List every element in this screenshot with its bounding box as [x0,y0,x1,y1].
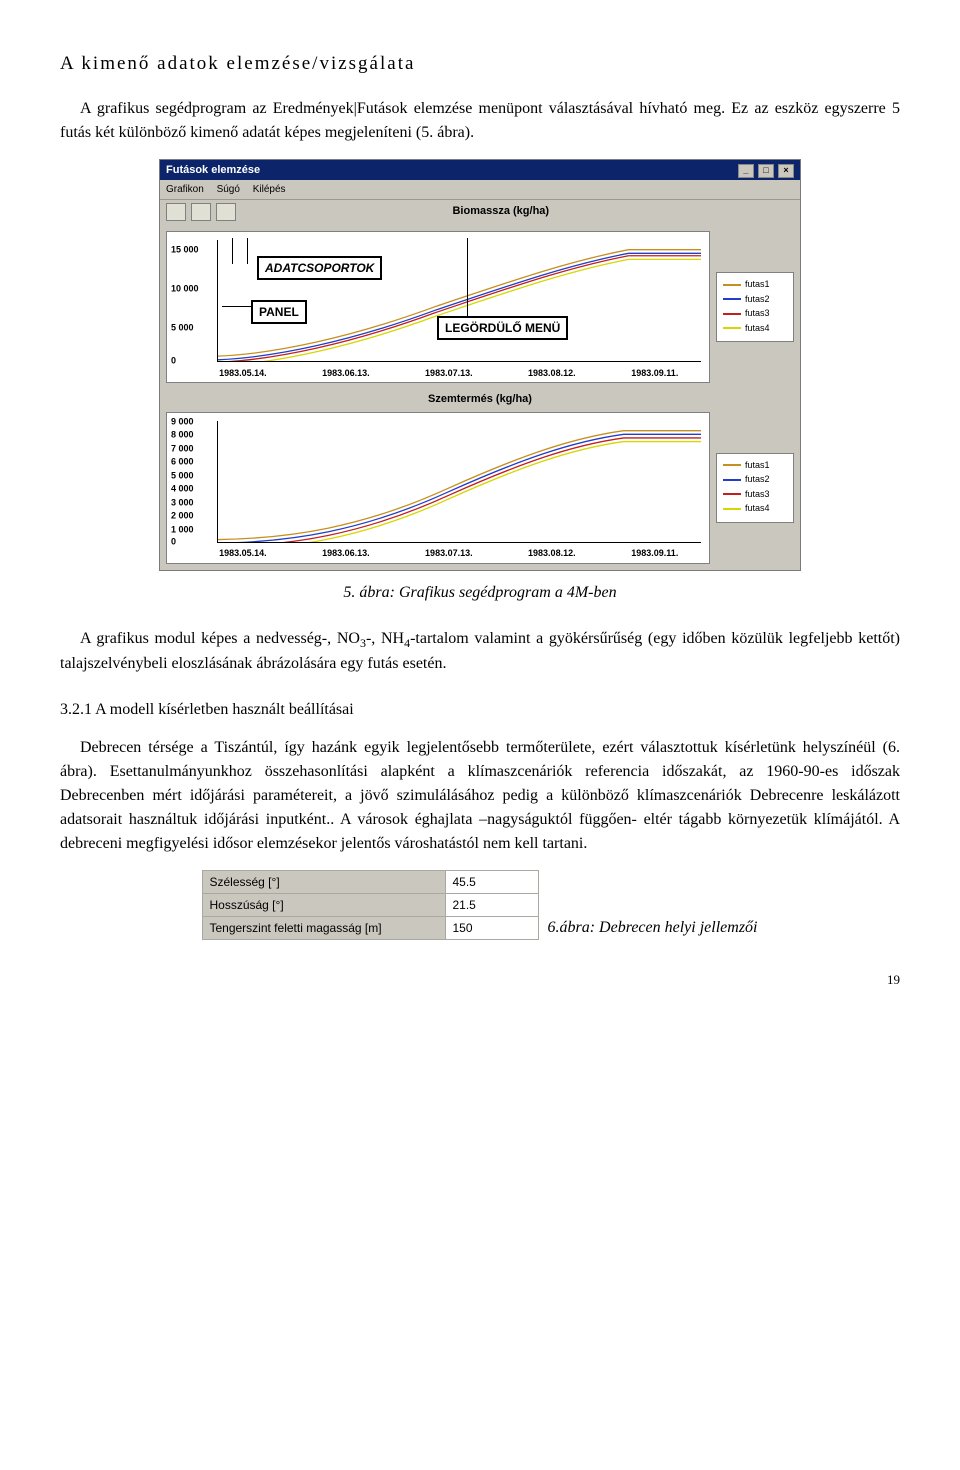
maximize-icon: □ [758,164,774,178]
chart2-legend: futas1 futas2 futas3 futas4 [716,453,794,523]
menu-item: Kilépés [253,184,286,195]
y-tick: 15 000 [171,243,199,257]
annotation-panel: PANEL [251,300,307,324]
table-row: Tengerszint feletti magasság [m] 150 [203,916,539,939]
figure-5-caption: 5. ábra: Grafikus segédprogram a 4M-ben [60,581,900,605]
annotation-line [222,306,252,307]
legend-swatch [723,479,741,481]
paragraph-2: A grafikus modul képes a nedvesség-, NO3… [60,627,900,676]
y-tick: 0 [171,535,176,549]
x-tick: 1983.06.13. [322,547,370,561]
prop-value: 45.5 [446,870,539,893]
legend-label: futas4 [745,502,770,516]
chart2-lines [218,421,701,542]
prop-value: 21.5 [446,893,539,916]
legend-swatch [723,327,741,329]
x-tick: 1983.09.11. [631,547,678,561]
x-tick: 1983.08.12. [528,547,576,561]
y-tick: 5 000 [171,321,194,335]
menu-item: Grafikon [166,184,204,195]
x-tick: 1983.07.13. [425,367,473,381]
menu-item: Súgó [217,184,240,195]
figure-6: Szélesség [°] 45.5 Hosszúság [°] 21.5 Te… [60,870,900,940]
x-tick: 1983.08.12. [528,367,576,381]
minimize-icon: _ [738,164,754,178]
annotation-line [247,238,248,264]
legend-label: futas1 [745,278,770,292]
table-row: Hosszúság [°] 21.5 [203,893,539,916]
table-row: Szélesség [°] 45.5 [203,870,539,893]
chart1-area: 15 000 10 000 5 000 0 1983.05.14. 1983.0… [166,231,710,383]
chart2-area: 9 000 8 000 7 000 6 000 5 000 4 000 3 00… [166,412,710,564]
window-buttons: _ □ × [737,162,794,179]
x-tick: 1983.05.14. [219,547,267,561]
y-tick: 0 [171,354,176,368]
toolbar-button [191,203,211,221]
paragraph-3: Debrecen térsége a Tiszántúl, így hazánk… [60,736,900,856]
toolbar-button [216,203,236,221]
legend-swatch [723,313,741,315]
prop-label: Tengerszint feletti magasság [m] [203,916,446,939]
legend-label: futas1 [745,459,770,473]
chart1-panel: 15 000 10 000 5 000 0 1983.05.14. 1983.0… [160,229,800,389]
figure-6-table: Szélesség [°] 45.5 Hosszúság [°] 21.5 Te… [202,870,539,940]
x-tick: 1983.06.13. [322,367,370,381]
prop-label: Hosszúság [°] [203,893,446,916]
x-tick: 1983.05.14. [219,367,267,381]
y-tick: 10 000 [171,282,199,296]
chart1-legend: futas1 futas2 futas3 futas4 [716,272,794,342]
y-tick: 6 000 [171,455,194,469]
annotation-adatcsoportok: ADATCSOPORTOK [257,256,382,280]
page-number: 19 [60,970,900,990]
x-tick: 1983.07.13. [425,547,473,561]
figure-6-caption: 6.ábra: Debrecen helyi jellemzői [547,916,757,940]
text-span: -, NH [366,630,404,647]
chart2-panel: 9 000 8 000 7 000 6 000 5 000 4 000 3 00… [160,410,800,570]
prop-value: 150 [446,916,539,939]
legend-label: futas3 [745,488,770,502]
legend-swatch [723,298,741,300]
annotation-line [232,238,233,264]
window-titlebar: Futások elemzése _ □ × [160,160,800,181]
paragraph-1: A grafikus segédprogram az Eredmények|Fu… [60,97,900,145]
y-tick: 4 000 [171,482,194,496]
window-menubar: Grafikon Súgó Kilépés [160,180,800,200]
x-tick: 1983.09.11. [631,367,678,381]
legend-swatch [723,464,741,466]
y-tick: 9 000 [171,415,194,429]
legend-swatch [723,493,741,495]
chart2-plot [217,421,701,543]
toolbar-button [166,203,186,221]
legend-swatch [723,284,741,286]
legend-label: futas2 [745,293,770,307]
chart2-title: Szemtermés (kg/ha) [160,389,800,410]
text-span: A grafikus modul képes a nedvesség-, NO [80,630,360,647]
legend-label: futas3 [745,307,770,321]
annotation-legordulo: LEGÖRDÜLŐ MENÜ [437,316,568,340]
section-title: A kimenő adatok elemzése/vizsgálata [60,50,900,79]
prop-label: Szélesség [°] [203,870,446,893]
legend-label: futas2 [745,473,770,487]
window-title-text: Futások elemzése [166,162,260,179]
y-tick: 3 000 [171,496,194,510]
close-icon: × [778,164,794,178]
y-tick: 7 000 [171,442,194,456]
y-tick: 2 000 [171,509,194,523]
legend-swatch [723,508,741,510]
y-tick: 5 000 [171,469,194,483]
legend-label: futas4 [745,322,770,336]
annotation-line [467,238,468,318]
figure-5-screenshot: Futások elemzése _ □ × Grafikon Súgó Kil… [159,159,801,571]
subsection-heading: 3.2.1 A modell kísérletben használt beál… [60,698,900,722]
chart1-title: Biomassza (kg/ha) [258,203,744,226]
chart1-toolbar: Biomassza (kg/ha) [160,200,800,229]
y-tick: 8 000 [171,428,194,442]
